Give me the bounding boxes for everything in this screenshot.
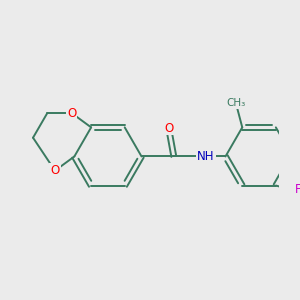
Text: CH₃: CH₃ (226, 98, 245, 108)
Text: O: O (50, 164, 60, 177)
Text: O: O (67, 107, 76, 120)
Text: NH: NH (197, 150, 215, 163)
Text: O: O (164, 122, 173, 134)
Text: F: F (295, 183, 300, 196)
